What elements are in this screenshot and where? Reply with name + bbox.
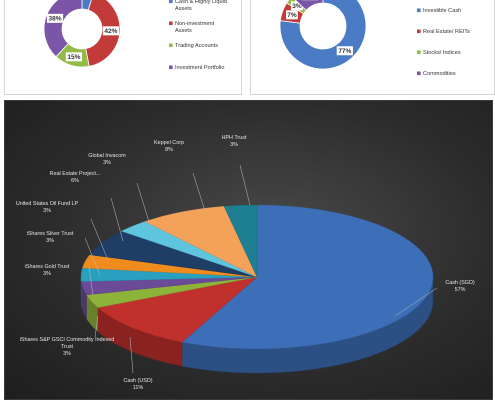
pie3d-label-2-1: Trust (61, 344, 74, 350)
donut-right-slices: 77%7%3%13% (279, 0, 367, 70)
pie3d-label-1-1: 11% (133, 385, 144, 391)
donut-left-legend-swatch-0 (169, 0, 173, 4)
donut-right-legend-swatch-0 (417, 8, 421, 13)
donut-left-value-box-non-investment-assets (102, 26, 120, 36)
pie3d-label-9-1: 3% (230, 142, 238, 148)
donut-right-legend-label-1-0: Real Estate/ REITs (423, 29, 470, 35)
donut-left-value-label-investment-portfolio: 38% (49, 16, 62, 23)
donut-left-legend: Cash & Highly LiquidAssetsNon-investment… (169, 0, 227, 71)
donut-right-legend-label-2-0: Stocks/ Indices (423, 50, 461, 56)
donut-right-legend-swatch-3 (417, 71, 421, 76)
pie3d-leader-line-9 (239, 164, 251, 206)
pie3d-slice-keppel-corp (144, 206, 258, 278)
donut-right-legend-swatch-1 (417, 29, 421, 34)
pie-chart-panel-portfolio: Cash (SGD) 57% Cash (USD) 11% iShares S&P GS… (4, 100, 493, 400)
pie3d-label-2-0: iShares S&P GSCI Commodity Indexed (20, 337, 115, 343)
pie3d-leader-line-5 (90, 218, 109, 261)
pie3d-label-8-1: 8% (165, 147, 173, 153)
pie3d-leader-line-0 (394, 287, 438, 317)
donut-right-value-box-real-estate-reits (286, 10, 298, 20)
donut-left-legend-swatch-2 (169, 43, 173, 48)
donut-left-legend-label-0-1: Assets (175, 6, 192, 12)
pie3d-label-0-1: 57% (455, 287, 466, 293)
donut-right-value-label-real-estate-reits: 7% (287, 12, 297, 19)
pie3d-label-3-0: iShares Gold Trust (25, 264, 70, 270)
pie3d-leader-line-3 (88, 266, 94, 296)
pie3d-labels: Cash (SGD)57% Cash (USD)11% iShares S&P GS… (16, 135, 475, 391)
pie3d-leader-line-7 (136, 182, 151, 226)
donut-right-slice-commodities (294, 0, 324, 11)
pie3d-leader-line-4 (84, 237, 101, 276)
donut-left-value-label-non-investment-assets: 42% (104, 28, 117, 35)
donut-right-value-label-stocks-indices: 3% (292, 3, 302, 10)
donut-left-value-box-investment-portfolio (46, 13, 64, 23)
pie3d-label-4-1: 3% (46, 238, 54, 244)
pie3d-leader-line-8 (192, 172, 206, 212)
pie3d-label-2-2: 3% (63, 351, 71, 357)
donut-left-legend-label-1-0: Non-investment (175, 21, 215, 27)
pie3d-label-5-0: United States Oil Fund LP (16, 201, 79, 207)
pie3d-label-7-1: 3% (103, 160, 111, 166)
donut-left-slice-non-investment-assets (85, 0, 121, 67)
donut-chart-asset-allocation: 42%15%38%Cash & Highly LiquidAssetsNon-i… (43, 0, 227, 71)
donut-right-legend-label-0-0: Investible Cash (423, 8, 461, 14)
donut-right-legend: Investible Cash Real Estate/ REITs Stocks/… (417, 8, 470, 77)
pie3d-label-3-1: 3% (43, 271, 51, 277)
pie-chart-3d-portfolio: Cash (SGD)57% Cash (USD)11% iShares S&P GS… (16, 135, 475, 391)
pie3d-slice-cash-sgd (181, 204, 434, 350)
pie3d-leader-line-6 (110, 197, 124, 242)
donut-left-value-label-trading-accounts: 15% (67, 54, 80, 61)
donut-left-legend-label-0-0: Cash & Highly Liquid (175, 0, 227, 5)
donut-right-value-label-investible-cash: 77% (338, 48, 351, 55)
donut-left-legend-swatch-3 (169, 65, 173, 70)
pie3d-label-5-1: 3% (43, 208, 51, 214)
donut-left-legend-label-1-1: Assets (175, 28, 192, 34)
donut-right-value-box-stocks-indices (291, 1, 303, 11)
pie3d-tops (80, 204, 434, 350)
donut-left-legend-swatch-1 (169, 21, 173, 26)
donut-chart-panel-asset-allocation: 42% 15% 38% Cash & Highly Liquid Assets Non-i… (4, 0, 242, 95)
donut-left-slices: 42% 15% 38% (43, 0, 121, 68)
pie3d-label-9-0: HPH Trust (222, 135, 247, 141)
donut-left-value-box-trading-accounts (65, 52, 83, 62)
pie3d-slice-hph-trust (223, 204, 258, 278)
pie3d-leader-line-2 (94, 315, 99, 338)
donut-right-legend-swatch-2 (417, 50, 421, 55)
pie3d-label-6-0: Real Estate Project... (50, 171, 101, 177)
pie3d-label-0-0: Cash (SGD) (445, 280, 475, 286)
pie3d-leader-line-1 (129, 336, 134, 374)
pie3d-label-8-0: Keppel Corp (154, 140, 184, 146)
donut-left-legend-label-3-0: Investment Portfolio (175, 65, 224, 71)
pie3d-label-4-0: iShares Silver Trust (27, 231, 74, 237)
pie3d-label-6-1: 6% (71, 178, 79, 184)
pie3d-label-1-0: Cash (USD) (123, 378, 152, 384)
donut-right-value-box-investible-cash (336, 46, 353, 56)
donut-right-legend-label-3-0: Commodities (423, 71, 456, 77)
pie3d-slice-cash-usd (97, 276, 258, 343)
donut-left-legend-label-2-0: Trading Accounts (175, 43, 218, 49)
pie3d-label-7-0: Global Invacom (88, 153, 126, 159)
